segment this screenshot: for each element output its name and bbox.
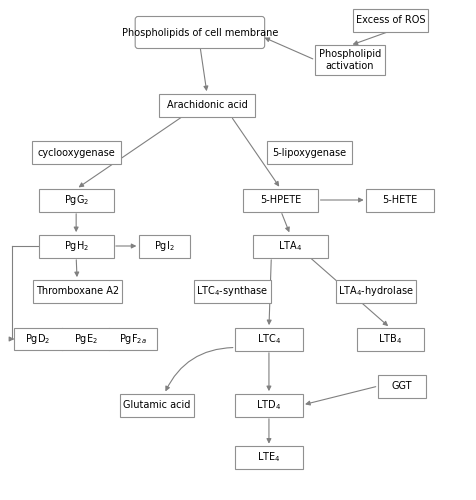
FancyBboxPatch shape xyxy=(39,188,113,212)
FancyBboxPatch shape xyxy=(253,234,327,258)
Text: LTA$_4$: LTA$_4$ xyxy=(278,239,302,253)
FancyBboxPatch shape xyxy=(366,188,434,212)
Text: LTC$_4$-synthase: LTC$_4$-synthase xyxy=(196,284,268,298)
FancyBboxPatch shape xyxy=(315,45,385,75)
Text: LTD$_4$: LTD$_4$ xyxy=(257,398,281,412)
Text: PgE$_2$: PgE$_2$ xyxy=(74,332,98,346)
Text: Arachidonic acid: Arachidonic acid xyxy=(167,100,248,110)
FancyBboxPatch shape xyxy=(235,328,303,350)
Text: Phospholipids of cell membrane: Phospholipids of cell membrane xyxy=(122,28,278,38)
FancyBboxPatch shape xyxy=(336,280,416,302)
FancyBboxPatch shape xyxy=(159,94,255,116)
FancyBboxPatch shape xyxy=(235,446,303,469)
FancyBboxPatch shape xyxy=(243,188,318,212)
Text: LTA$_4$-hydrolase: LTA$_4$-hydrolase xyxy=(338,284,414,298)
Text: PgH$_2$: PgH$_2$ xyxy=(64,239,89,253)
FancyBboxPatch shape xyxy=(268,141,351,164)
Text: 5-HPETE: 5-HPETE xyxy=(260,195,301,205)
FancyBboxPatch shape xyxy=(39,234,113,258)
Text: LTE$_4$: LTE$_4$ xyxy=(257,450,281,464)
Bar xyxy=(14,328,157,350)
Text: PgF$_{2a}$: PgF$_{2a}$ xyxy=(119,332,147,346)
FancyBboxPatch shape xyxy=(194,280,271,302)
FancyBboxPatch shape xyxy=(32,280,122,302)
FancyBboxPatch shape xyxy=(353,8,427,32)
FancyBboxPatch shape xyxy=(135,16,265,48)
FancyBboxPatch shape xyxy=(357,328,424,350)
Text: LTC$_4$: LTC$_4$ xyxy=(257,332,281,346)
FancyBboxPatch shape xyxy=(378,374,426,398)
FancyBboxPatch shape xyxy=(235,394,303,416)
Text: PgG$_2$: PgG$_2$ xyxy=(63,193,89,207)
Text: LTB$_4$: LTB$_4$ xyxy=(378,332,402,346)
Text: Glutamic acid: Glutamic acid xyxy=(123,400,191,410)
Text: cyclooxygenase: cyclooxygenase xyxy=(37,148,115,158)
FancyBboxPatch shape xyxy=(120,394,194,416)
Text: Phospholipid
activation: Phospholipid activation xyxy=(319,49,381,71)
Text: 5-HETE: 5-HETE xyxy=(382,195,417,205)
Text: GGT: GGT xyxy=(392,381,413,391)
Text: PgD$_2$: PgD$_2$ xyxy=(25,332,51,346)
Text: 5-lipoxygenase: 5-lipoxygenase xyxy=(272,148,347,158)
Text: PgI$_2$: PgI$_2$ xyxy=(154,239,175,253)
Text: Thromboxane A2: Thromboxane A2 xyxy=(36,286,119,296)
Text: Excess of ROS: Excess of ROS xyxy=(356,15,425,25)
FancyBboxPatch shape xyxy=(139,234,189,258)
FancyBboxPatch shape xyxy=(31,141,121,164)
